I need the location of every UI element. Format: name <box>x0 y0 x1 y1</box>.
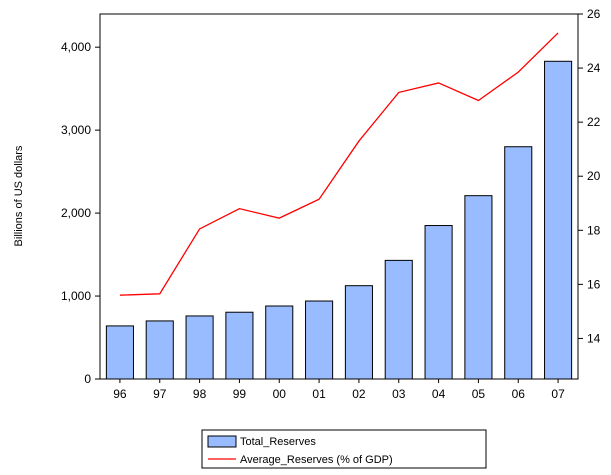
legend-label-average-reserves: Average_Reserves (% of GDP) <box>240 454 393 466</box>
plot-area <box>99 13 579 380</box>
bar-97 <box>145 320 174 380</box>
bar-98 <box>185 315 214 380</box>
left-tick-label: 3,000 <box>61 123 91 137</box>
legend-box <box>201 429 487 469</box>
bar-06 <box>504 146 533 380</box>
x-tick-label: 99 <box>233 387 247 401</box>
bar-05 <box>464 195 493 380</box>
left-tick-label: 0 <box>84 372 91 386</box>
x-tick-label: 05 <box>472 387 486 401</box>
bar-04 <box>424 225 453 380</box>
bar-99 <box>225 311 254 380</box>
x-tick-label: 97 <box>153 387 167 401</box>
right-tick-label: 26 <box>587 7 601 21</box>
left-axis: 0 1,000 2,000 3,000 4,000 <box>61 40 100 386</box>
x-tick-label: 06 <box>512 387 526 401</box>
bar-07 <box>544 60 573 380</box>
legend-label-total-reserves: Total_Reserves <box>240 436 316 448</box>
right-tick-label: 16 <box>587 277 601 291</box>
x-tick-label: 03 <box>392 387 406 401</box>
legend-swatch-bar <box>207 435 237 448</box>
x-tick-label: 00 <box>273 387 287 401</box>
right-tick-label: 20 <box>587 169 601 183</box>
right-tick-label: 24 <box>587 61 601 75</box>
left-tick-label: 4,000 <box>61 40 91 54</box>
left-tick-label: 1,000 <box>61 289 91 303</box>
right-tick-label: 18 <box>587 223 601 237</box>
bar-00 <box>265 305 294 380</box>
bar-96 <box>105 325 134 380</box>
bars-group <box>105 60 573 380</box>
line-average-reserves <box>119 32 559 296</box>
legend: Total_Reserves Average_Reserves (% of GD… <box>201 429 487 469</box>
x-tick-label: 01 <box>312 387 326 401</box>
x-tick-label: 96 <box>113 387 127 401</box>
bar-01 <box>305 300 334 380</box>
bar-02 <box>344 285 373 380</box>
x-tick-label: 07 <box>551 387 565 401</box>
line-series-group <box>119 32 559 296</box>
bar-03 <box>384 259 413 380</box>
x-tick-label: 02 <box>352 387 366 401</box>
x-tick-label: 04 <box>432 387 446 401</box>
right-tick-label: 14 <box>587 331 601 345</box>
y-axis-label: Billions of US dollars <box>13 145 25 246</box>
x-axis: 96 97 98 99 00 01 02 03 04 05 06 07 <box>113 379 565 401</box>
left-tick-label: 2,000 <box>61 206 91 220</box>
right-axis: 14 16 18 20 22 24 26 <box>578 7 601 345</box>
right-tick-label: 22 <box>587 115 601 129</box>
x-tick-label: 98 <box>193 387 207 401</box>
